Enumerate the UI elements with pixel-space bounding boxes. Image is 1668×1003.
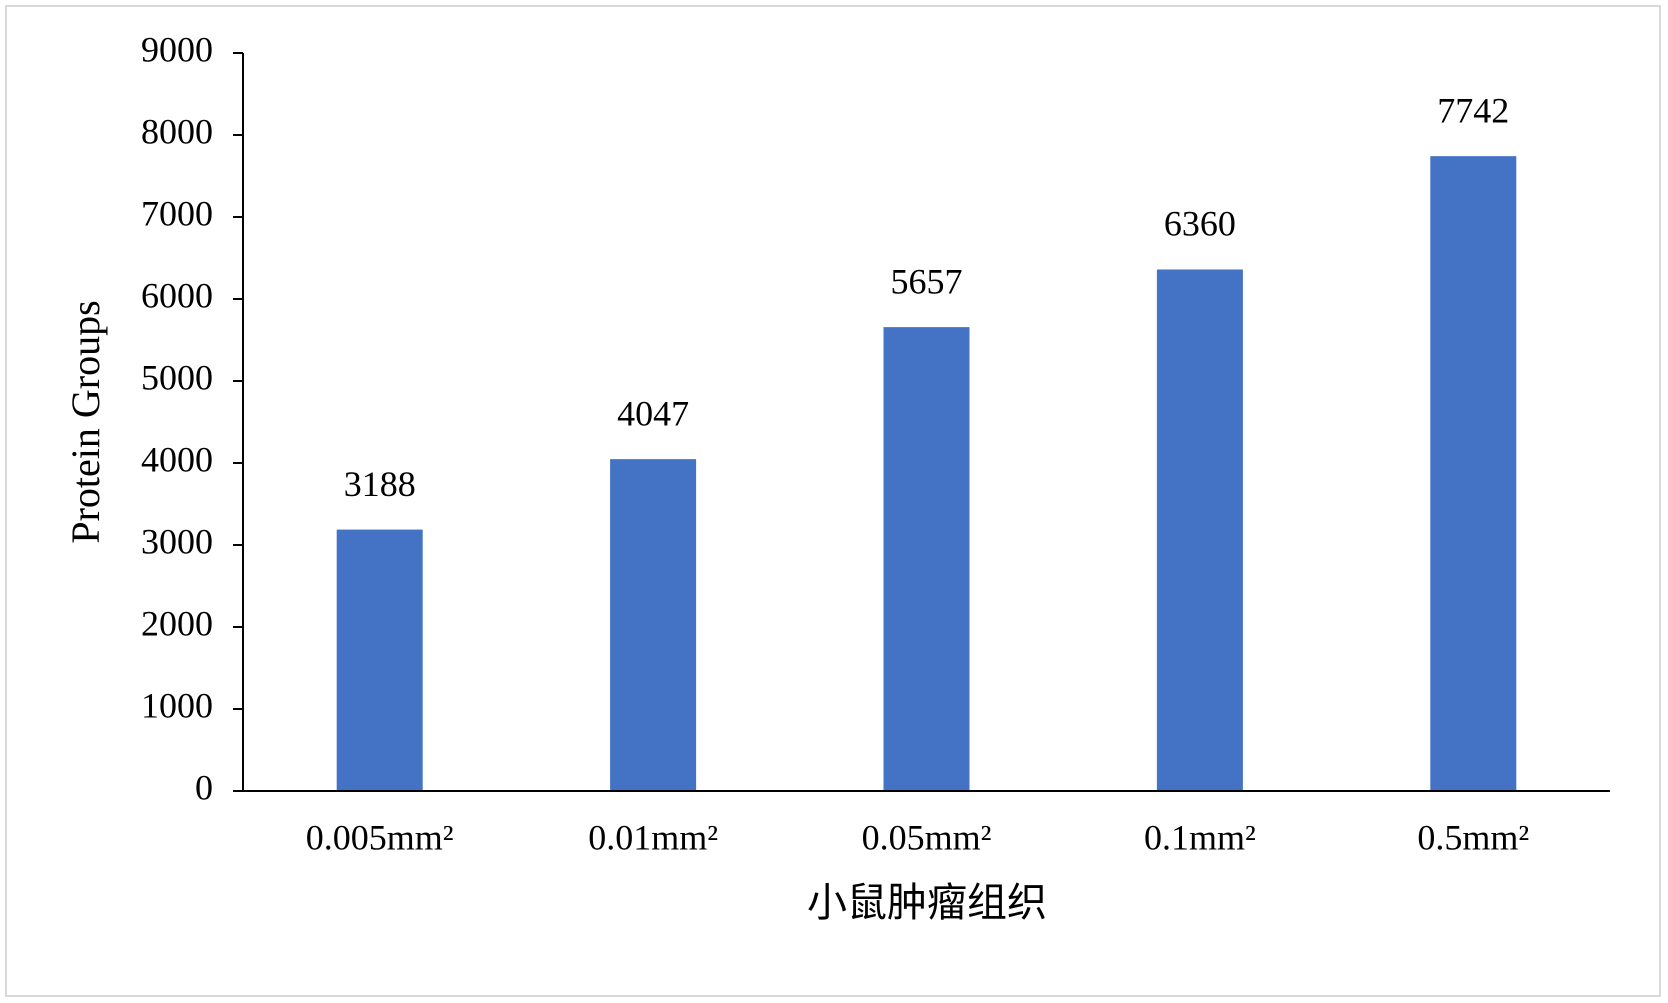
data-label: 6360	[1164, 204, 1236, 244]
x-tick-label: 0.05mm²	[862, 817, 992, 857]
data-label: 5657	[891, 261, 963, 301]
y-tick-label: 4000	[141, 439, 213, 479]
data-label: 7742	[1437, 90, 1509, 130]
y-axis-label: Protein Groups	[63, 300, 108, 543]
x-tick-label: 0.1mm²	[1144, 817, 1256, 857]
y-tick-label: 3000	[141, 521, 213, 561]
data-label: 4047	[617, 393, 689, 433]
bar	[1156, 269, 1243, 792]
bar	[883, 327, 970, 791]
y-tick-label: 8000	[141, 111, 213, 151]
y-tick-label: 5000	[141, 357, 213, 397]
y-tick-label: 0	[195, 767, 213, 807]
x-tick-label: 0.005mm²	[306, 817, 454, 857]
x-tick-label: 0.01mm²	[588, 817, 718, 857]
y-tick-label: 9000	[141, 29, 213, 69]
y-tick-label: 6000	[141, 275, 213, 315]
y-tick-label: 7000	[141, 193, 213, 233]
chart-frame	[5, 5, 1661, 997]
bar	[610, 459, 697, 791]
y-tick-label: 1000	[141, 685, 213, 725]
x-axis-label: 小鼠肿瘤组织	[807, 880, 1047, 925]
x-tick-label: 0.5mm²	[1417, 817, 1529, 857]
data-label: 3188	[344, 464, 416, 504]
bar	[1430, 156, 1517, 791]
bar	[336, 529, 423, 791]
y-tick-label: 2000	[141, 603, 213, 643]
